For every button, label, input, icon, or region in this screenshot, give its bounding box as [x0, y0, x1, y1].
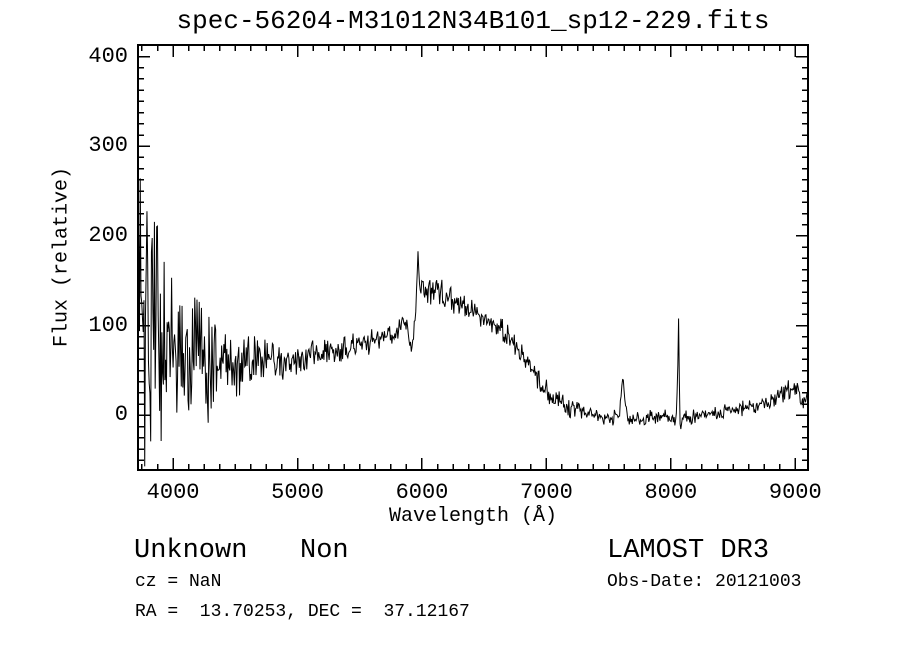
obs-date: Obs-Date: 20121003	[607, 572, 802, 592]
chart-title: spec-56204-M31012N34B101_sp12-229.fits	[176, 6, 770, 36]
x-tick-label: 8000	[644, 480, 698, 505]
ra-dec-values: RA = 13.70253, DEC = 37.12167	[135, 602, 470, 622]
y-tick-label: 400	[88, 43, 128, 69]
y-tick-label: 0	[114, 402, 128, 428]
x-tick-label: 4000	[146, 480, 200, 505]
spectrum-plot	[137, 44, 809, 471]
x-tick-label: 5000	[271, 480, 324, 505]
x-tick-label: 7000	[520, 480, 573, 505]
object-class-label: Unknown	[134, 536, 248, 566]
survey-release-label: LAMOST DR3	[607, 536, 770, 566]
x-tick-label: 9000	[768, 480, 822, 505]
y-tick-label: 300	[88, 133, 128, 159]
spectrum-line	[137, 178, 809, 467]
y-tick-label: 200	[88, 222, 128, 248]
x-axis-title: Wavelength (Å)	[388, 505, 558, 528]
y-tick-label: 100	[88, 312, 128, 338]
cz-value: cz = NaN	[135, 572, 222, 592]
object-subclass-label: Non	[300, 536, 349, 566]
x-tick-label: 6000	[395, 480, 449, 505]
plot-frame	[137, 44, 809, 471]
